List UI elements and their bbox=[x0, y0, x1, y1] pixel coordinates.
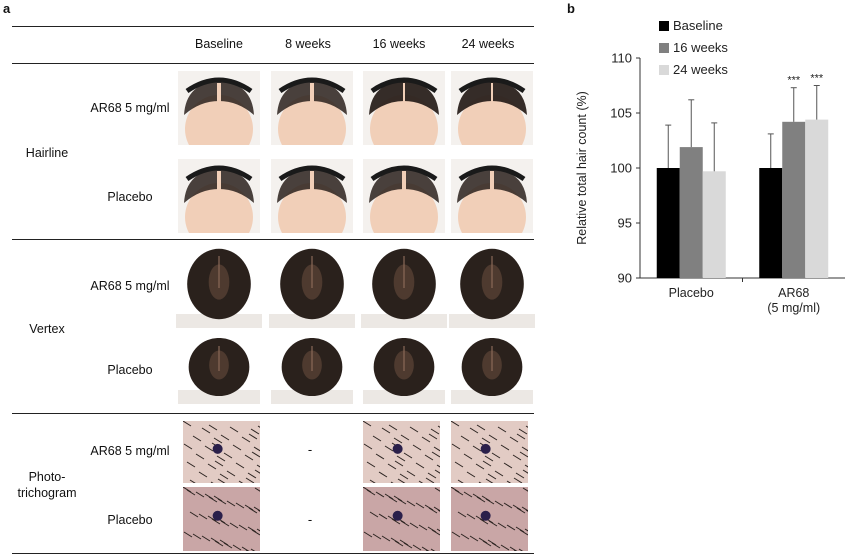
bar-1-1 bbox=[782, 121, 806, 278]
row-label-hairline-ar68: AR68 5 mg/ml bbox=[90, 101, 170, 115]
bar-chart: 90 95 100 105 110 Relative total hair count (… bbox=[575, 18, 845, 315]
y-tick-label: 100 bbox=[610, 161, 632, 176]
column-header-baseline: Baseline bbox=[195, 37, 243, 51]
row-label-trichogram-placebo: Placebo bbox=[107, 513, 153, 527]
photo-hairline-ar68-baseline bbox=[178, 71, 260, 145]
photo-trichogram-placebo-baseline bbox=[183, 487, 260, 551]
photo-trichogram-placebo-16-weeks bbox=[363, 487, 440, 551]
bar-2-0 bbox=[702, 171, 726, 278]
table-bottom-rule bbox=[12, 553, 534, 554]
panel-b-letter: b bbox=[567, 1, 575, 16]
photo-hairline-placebo-8-weeks bbox=[271, 159, 353, 233]
photo-vertex-placebo-baseline bbox=[178, 338, 260, 404]
photo-vertex-placebo-16-weeks bbox=[363, 338, 445, 404]
column-header-16-weeks: 16 weeks bbox=[372, 37, 426, 51]
photo-vertex-ar68-baseline bbox=[176, 248, 262, 328]
photo-vertex-placebo-24-weeks bbox=[451, 338, 533, 404]
hairline-group-rule bbox=[12, 239, 534, 240]
x-tick-label: AR68 bbox=[778, 286, 809, 300]
bar-0-1 bbox=[759, 168, 783, 278]
y-axis-label: Relative total hair count (%) bbox=[575, 91, 589, 245]
photo-vertex-ar68-24-weeks bbox=[449, 248, 535, 328]
group-label-vertex: Vertex bbox=[29, 322, 65, 336]
photo-hairline-ar68-8-weeks bbox=[271, 71, 353, 145]
photo-hairline-placebo-16-weeks bbox=[363, 159, 445, 233]
group-label-hairline: Hairline bbox=[25, 146, 69, 160]
significance-annotation: *** bbox=[810, 73, 824, 85]
missing-mark-placebo-8-weeks: - bbox=[307, 512, 313, 527]
legend-swatch bbox=[659, 21, 669, 31]
x-tick-label: Placebo bbox=[669, 286, 714, 300]
photo-trichogram-ar68-baseline bbox=[183, 421, 260, 483]
x-tick-label: (5 mg/ml) bbox=[767, 301, 820, 315]
bar-2-1 bbox=[805, 119, 829, 278]
photo-vertex-ar68-16-weeks bbox=[361, 248, 447, 328]
bar-0-0 bbox=[656, 168, 680, 278]
legend-label: 16 weeks bbox=[673, 40, 728, 55]
legend-label: Baseline bbox=[673, 18, 723, 33]
y-tick-label: 95 bbox=[618, 216, 632, 231]
photo-trichogram-ar68-24-weeks bbox=[451, 421, 528, 483]
photo-hairline-ar68-16-weeks bbox=[363, 71, 445, 145]
significance-annotation: *** bbox=[787, 75, 801, 87]
panel-a-letter: a bbox=[3, 1, 11, 16]
y-tick-label: 105 bbox=[610, 106, 632, 121]
y-tick-label: 110 bbox=[611, 51, 632, 66]
column-header-24-weeks: 24 weeks bbox=[461, 37, 515, 51]
missing-mark-ar68-8-weeks: - bbox=[307, 442, 313, 457]
vertex-group-rule bbox=[12, 413, 534, 414]
y-tick-label: 90 bbox=[618, 271, 632, 286]
photo-trichogram-ar68-16-weeks bbox=[363, 421, 440, 483]
legend-label: 24 weeks bbox=[673, 62, 728, 77]
row-label-vertex-placebo: Placebo bbox=[107, 363, 153, 377]
photo-vertex-ar68-8-weeks bbox=[269, 248, 355, 328]
column-header-8-weeks: 8 weeks bbox=[285, 37, 331, 51]
photo-hairline-placebo-baseline bbox=[178, 159, 260, 233]
photo-hairline-placebo-24-weeks bbox=[451, 159, 533, 233]
header-bottom-rule bbox=[12, 63, 534, 64]
legend-swatch bbox=[659, 43, 669, 53]
photo-hairline-ar68-24-weeks bbox=[451, 71, 533, 145]
table-top-rule bbox=[12, 26, 534, 27]
row-label-trichogram-ar68: AR68 5 mg/ml bbox=[90, 444, 170, 458]
group-label-phototrichogram: Photo- trichogram bbox=[17, 470, 77, 500]
row-label-hairline-placebo: Placebo bbox=[107, 190, 153, 204]
photo-vertex-placebo-8-weeks bbox=[271, 338, 353, 404]
photo-trichogram-placebo-24-weeks bbox=[451, 487, 528, 551]
bar-1-0 bbox=[679, 147, 703, 278]
row-label-vertex-ar68: AR68 5 mg/ml bbox=[90, 279, 170, 293]
legend-swatch bbox=[659, 65, 669, 75]
